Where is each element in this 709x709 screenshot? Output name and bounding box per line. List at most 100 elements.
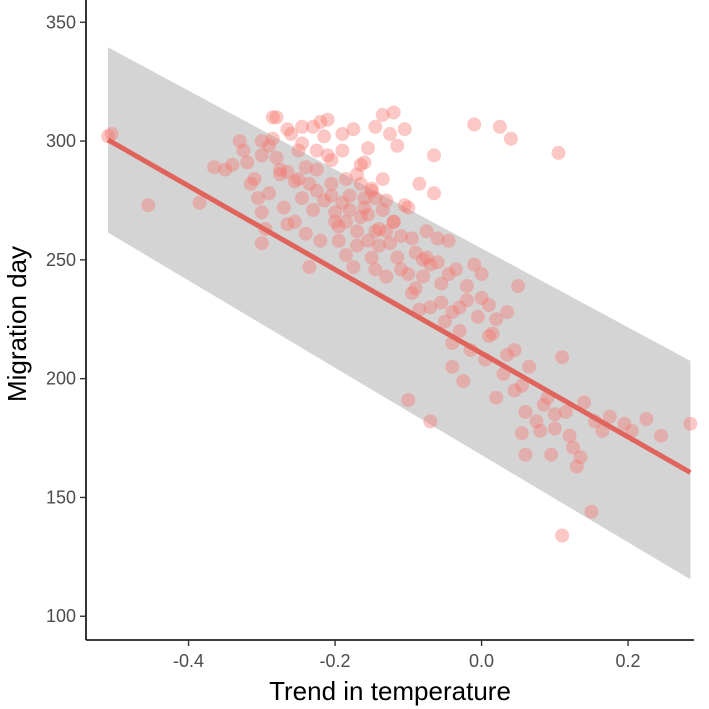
data-point [287,214,302,229]
data-point [218,162,233,177]
data-point [254,134,269,149]
data-point [408,245,423,260]
data-point [339,248,353,263]
data-point [372,222,386,236]
data-point [522,359,537,374]
data-point [324,153,339,168]
data-point [320,148,335,163]
data-point [192,195,207,210]
data-point [551,145,566,160]
data-point [386,214,401,229]
data-point [298,226,313,241]
data-point [489,390,504,405]
data-point [309,143,324,158]
data-point [419,250,434,265]
data-point [390,138,405,153]
data-point [104,126,119,141]
data-point [328,205,343,220]
data-point [485,326,500,341]
data-point [236,143,251,158]
data-point [269,110,284,125]
data-point [342,203,357,217]
data-point [401,393,416,407]
x-tick-label: -0.4 [173,651,204,671]
data-point [342,188,357,203]
data-point [379,269,394,284]
data-point [390,250,405,265]
data-point [459,293,474,308]
x-tick-label: 0.0 [469,651,494,671]
data-point [441,233,456,248]
data-point [295,136,310,151]
data-point [408,281,423,296]
data-point [361,233,375,248]
y-axis-title: Migration day [2,246,32,402]
data-point [353,157,368,172]
data-point [313,115,328,129]
data-point [555,528,570,543]
data-point [295,119,310,134]
data-point [470,309,485,324]
y-tick-label: 100 [46,606,76,626]
data-point [254,205,269,220]
data-point [368,262,383,277]
data-point [416,252,430,267]
data-point [379,193,394,208]
data-point [397,198,412,213]
data-point [500,347,515,362]
data-point [654,428,668,443]
x-tick-label: -0.2 [320,651,351,671]
data-point [357,200,372,215]
data-point [386,105,401,120]
data-point [361,141,375,156]
data-point [350,167,364,182]
data-point [577,395,592,410]
y-tick-label: 350 [46,12,76,32]
data-point [430,231,445,246]
data-point [445,359,460,374]
data-point [448,262,463,277]
data-point [481,328,496,343]
data-point [397,122,412,137]
data-point [445,305,460,320]
data-point [617,416,632,431]
data-point [302,260,317,274]
data-point [544,447,559,462]
data-point [401,267,416,282]
data-point [324,188,339,203]
data-point [295,191,310,206]
data-point [573,450,588,465]
data-point [514,378,529,393]
data-point [569,459,584,474]
data-point [280,164,295,179]
data-point [350,238,364,253]
data-point [317,129,332,144]
data-point [492,119,507,134]
data-point [207,160,222,175]
data-point [306,119,321,134]
data-point [511,279,526,293]
plot-area [101,47,698,580]
data-point [368,191,383,206]
data-point [309,162,324,177]
data-point [602,409,617,424]
data-point [302,176,317,191]
y-tick-label: 300 [46,131,76,151]
data-point [335,143,350,158]
data-point [298,160,313,175]
data-point [368,224,383,239]
data-point [320,112,335,127]
data-point [514,426,529,441]
data-point [357,191,372,206]
data-point [254,236,269,251]
data-point [500,305,515,320]
data-point [467,257,482,272]
data-point [273,167,288,182]
data-point [405,231,419,246]
x-tick-label: 0.2 [616,651,641,671]
axes [85,0,694,641]
data-point [441,267,456,282]
data-point [353,176,368,191]
x-axis-title: Trend in temperature [269,676,511,706]
data-point [383,236,397,251]
